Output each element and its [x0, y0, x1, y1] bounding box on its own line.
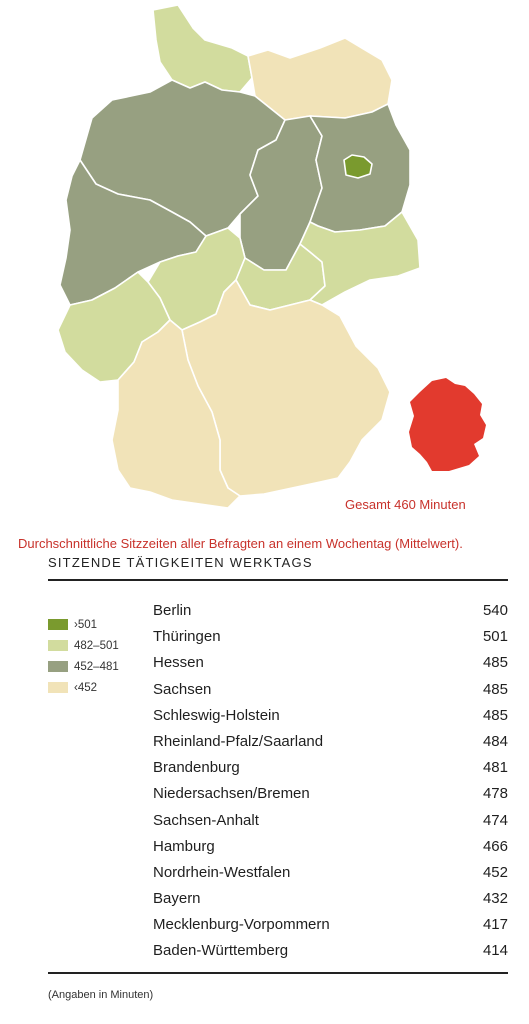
table-row: Sachsen 485: [153, 681, 508, 707]
legend-swatch: [48, 682, 68, 693]
state-value: 485: [482, 680, 508, 698]
table-row: Bayern 432: [153, 890, 508, 916]
germany-state-map: [57, 4, 486, 509]
state-name: Brandenburg: [153, 759, 240, 777]
legend-label: 482–501: [74, 639, 119, 652]
state-value: 417: [482, 916, 508, 934]
legend-swatch: [48, 619, 68, 630]
state-name: Hessen: [153, 654, 204, 672]
map-region-baden-württemberg: [111, 319, 241, 509]
total-label: Gesamt 460 Minuten: [345, 497, 466, 512]
state-name: Hamburg: [153, 837, 215, 855]
table-row: Hessen 485: [153, 654, 508, 680]
state-name: Schleswig-Holstein: [153, 706, 280, 724]
state-value: 484: [482, 732, 508, 750]
table-row: Sachsen-Anhalt 474: [153, 812, 508, 838]
legend-label: ›501: [74, 618, 98, 631]
table-row: Nordrhein-Westfalen 452: [153, 864, 508, 890]
legend-item: 482–501: [48, 635, 119, 656]
state-name: Baden-Württemberg: [153, 942, 289, 960]
table-row: Hamburg 466: [153, 838, 508, 864]
state-name: Sachsen-Anhalt: [153, 811, 259, 829]
state-value: 466: [482, 837, 508, 855]
state-value: 478: [482, 785, 508, 803]
state-name: Sachsen: [153, 680, 212, 698]
state-name: Mecklenburg-Vorpommern: [153, 916, 330, 934]
table-row: Thüringen 501: [153, 628, 508, 654]
table-row: Rheinland-Pfalz/Saarland 484: [153, 733, 508, 759]
state-value: 501: [482, 628, 508, 646]
map-region-berlin: [343, 154, 373, 179]
legend-item: ‹452: [48, 677, 119, 698]
table-row: Niedersachsen/Bremen 478: [153, 785, 508, 811]
state-value: 485: [482, 706, 508, 724]
state-value: 414: [482, 942, 508, 960]
table-bottom-rule: [48, 972, 508, 974]
state-value: 481: [482, 759, 508, 777]
state-name: Rheinland-Pfalz/Saarland: [153, 732, 324, 750]
state-value: 474: [482, 811, 508, 829]
state-name: Nordrhein-Westfalen: [153, 863, 291, 881]
legend-swatch: [48, 640, 68, 651]
table-row: Baden-Württemberg 414: [153, 942, 508, 968]
state-name: Niedersachsen/Bremen: [153, 785, 310, 803]
state-value: 485: [482, 654, 508, 672]
legend-item: ›501: [48, 614, 119, 635]
chart-caption: Durchschnittliche Sitzzeiten aller Befra…: [18, 536, 463, 551]
legend-label: 452–481: [74, 660, 119, 673]
legend-label: ‹452: [74, 681, 98, 694]
legend-item: 452–481: [48, 656, 119, 677]
state-name: Bayern: [153, 890, 201, 908]
table-row: Schleswig-Holstein 485: [153, 707, 508, 733]
map-region-sachsen: [299, 211, 421, 306]
state-value: 540: [482, 602, 508, 619]
state-name: Thüringen: [153, 628, 221, 646]
map-region-schleswig-holstein: [152, 4, 253, 93]
table-heading: SITZENDE TÄTIGKEITEN WERKTAGS: [48, 555, 313, 570]
state-value: 452: [482, 863, 508, 881]
legend-swatch: [48, 661, 68, 672]
legend: ›501 482–501 452–481 ‹452: [48, 614, 119, 698]
table-row: Brandenburg 481: [153, 759, 508, 785]
state-table: Berlin 540 Thüringen 501 Hessen 485 Sachsen 485…: [153, 602, 508, 969]
table-top-rule: [48, 579, 508, 581]
footnote: (Angaben in Minuten): [48, 989, 154, 1001]
state-name: Berlin: [153, 602, 192, 619]
germany-total-silhouette: [409, 378, 486, 471]
table-row: Berlin 540: [153, 602, 508, 628]
state-value: 432: [482, 890, 508, 908]
table-row: Mecklenburg-Vorpommern 417: [153, 916, 508, 942]
